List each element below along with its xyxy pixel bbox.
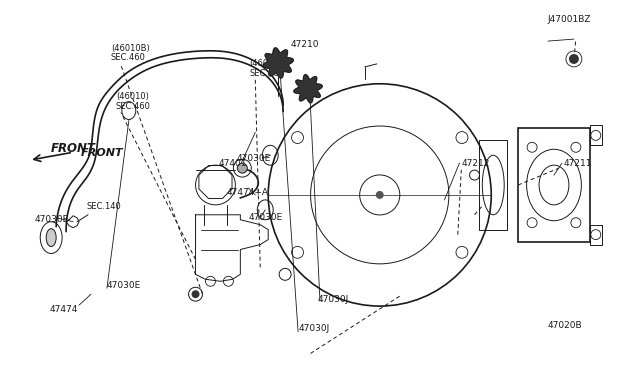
Text: SEC.460: SEC.460	[116, 102, 151, 111]
Ellipse shape	[46, 229, 56, 247]
Text: 47212: 47212	[461, 159, 490, 168]
Text: 47030E: 47030E	[35, 215, 68, 224]
Text: SEC.460: SEC.460	[111, 54, 146, 62]
Circle shape	[376, 191, 384, 199]
Text: 47030J: 47030J	[318, 295, 349, 304]
Bar	[518, 128, 590, 242]
Text: 47474: 47474	[49, 305, 77, 314]
Text: SEC.140: SEC.140	[86, 202, 121, 211]
Bar	[479, 140, 507, 230]
Circle shape	[191, 290, 200, 298]
Text: 47020B: 47020B	[548, 321, 582, 330]
Text: 47030E: 47030E	[236, 154, 271, 163]
Polygon shape	[263, 48, 293, 78]
Circle shape	[569, 54, 579, 64]
Text: 47401: 47401	[218, 159, 247, 168]
Text: SEC.460: SEC.460	[250, 69, 284, 78]
Text: (46010B): (46010B)	[111, 44, 150, 52]
Text: J47001BZ: J47001BZ	[547, 15, 591, 24]
Circle shape	[237, 163, 247, 173]
Text: FRONT: FRONT	[81, 148, 124, 158]
Text: 47030E: 47030E	[107, 281, 141, 290]
Text: 47210: 47210	[290, 39, 319, 49]
Text: (46010): (46010)	[116, 92, 148, 101]
Text: 47030J: 47030J	[298, 324, 330, 333]
Polygon shape	[294, 75, 322, 103]
Bar	[590, 125, 602, 145]
Text: 47211: 47211	[564, 159, 593, 168]
Text: 47030E: 47030E	[248, 213, 283, 222]
Bar	[590, 225, 602, 244]
Text: FRONT: FRONT	[51, 142, 96, 155]
Text: 47474+A: 47474+A	[227, 189, 268, 198]
Text: (46096M): (46096M)	[250, 60, 289, 68]
